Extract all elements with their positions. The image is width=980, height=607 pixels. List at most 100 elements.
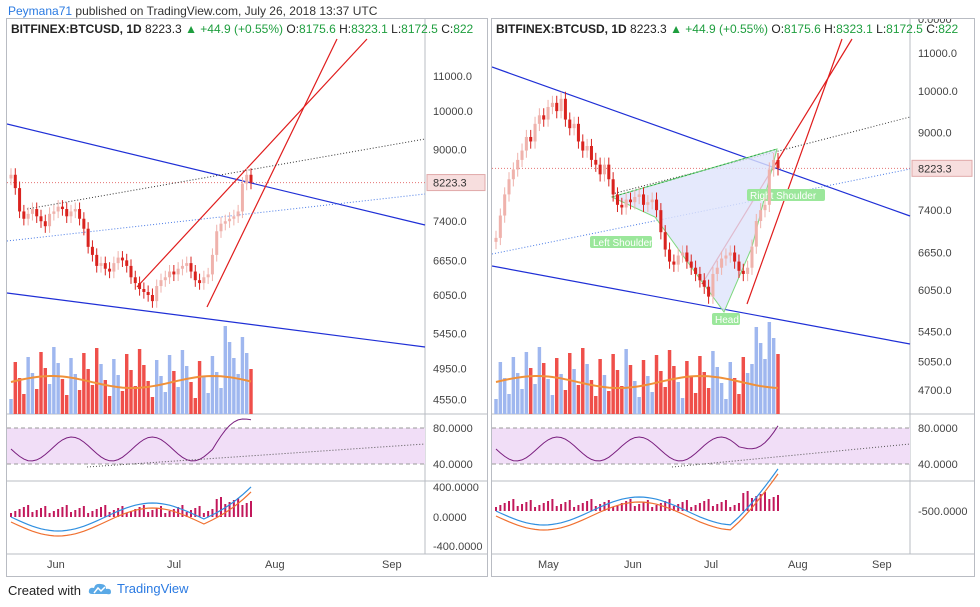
volume-bar	[69, 358, 73, 414]
volume-bar	[537, 347, 542, 414]
low-key: L:	[876, 22, 887, 36]
macd-histogram-bar	[35, 510, 38, 517]
volume-bar	[693, 393, 698, 414]
macd-histogram-bar	[772, 497, 775, 511]
macd-histogram-bar	[733, 505, 736, 511]
chart-canvas-left[interactable]: 11000.0 10000.0 9000.0 7400.0 6650.0 6050.0 54…	[7, 19, 487, 576]
macd-histogram-bar	[147, 512, 150, 517]
time-tick-label: Aug	[788, 559, 808, 571]
volume-bar	[43, 368, 47, 414]
rsi-band	[492, 428, 910, 464]
volume-bar	[223, 326, 227, 414]
volume-bar	[232, 358, 236, 414]
candle-body	[78, 209, 82, 219]
macd-histogram-bar	[711, 506, 714, 511]
chart-pane-left[interactable]: 11000.0 10000.0 9000.0 7400.0 6650.0 6050.0 54…	[6, 18, 488, 577]
macd-histogram-bar	[104, 505, 107, 517]
candle-body	[598, 164, 602, 175]
candle-body	[628, 199, 633, 203]
volume-bar	[711, 351, 715, 414]
volume-bar	[754, 327, 759, 414]
candle-body	[563, 98, 567, 120]
open-value: 8175.6	[784, 22, 821, 36]
pattern-label-bg	[590, 236, 652, 248]
volume-bar	[659, 371, 663, 414]
volume-bar	[594, 396, 598, 414]
price-tick-label: 6050.0	[433, 290, 467, 302]
candle-body	[198, 280, 202, 284]
volume-bar	[206, 393, 210, 414]
macd-histogram-bar	[586, 501, 589, 511]
volume-bar	[706, 388, 711, 414]
macd-histogram-bar	[646, 500, 649, 511]
candle-body	[581, 141, 585, 151]
volume-bar	[724, 399, 728, 414]
macd-histogram-bar	[138, 507, 141, 517]
macd-histogram-bar	[82, 506, 85, 517]
macd-histogram-bar	[503, 503, 506, 511]
volume-bar	[197, 361, 202, 414]
volume-bar	[167, 355, 172, 414]
macd-histogram-bar	[564, 502, 567, 511]
macd-histogram-bar	[125, 513, 128, 517]
dotted-resistance-line	[26, 138, 426, 210]
macd-histogram-bar	[512, 499, 515, 511]
candle-body	[516, 159, 520, 170]
macd-histogram-bar	[620, 503, 623, 511]
candle-body	[48, 213, 52, 227]
author-link[interactable]: Peymana71	[8, 4, 73, 18]
candle-body	[568, 119, 572, 129]
candle-body	[763, 204, 767, 211]
volume-bar	[245, 353, 249, 414]
symbol-label[interactable]: BITFINEX:BTCUSD, 1D	[496, 22, 627, 36]
volume-bar	[13, 362, 17, 414]
price-tick-label: 10000.0	[918, 86, 958, 98]
publish-info: Peymana71 published on TradingView.com, …	[8, 4, 377, 18]
candle-body	[163, 277, 167, 281]
candle-body	[90, 246, 94, 255]
last-price-label: 8223.3	[630, 22, 667, 36]
candle-body	[750, 246, 754, 268]
symbol-label[interactable]: BITFINEX:BTCUSD, 1D	[11, 22, 142, 36]
macd-histogram-bar	[681, 502, 684, 511]
macd-histogram-bar	[616, 505, 619, 511]
high-value: 8323.1	[836, 22, 873, 36]
volume-bar	[602, 375, 607, 414]
pattern-label: Left Shoulder	[593, 238, 653, 249]
volume-bar	[9, 399, 13, 414]
candle-body	[193, 271, 197, 281]
chart-pane-right[interactable]: 11000.0 10000.0 9000.0 7400.0 6650.0 6050.0 54…	[491, 18, 975, 577]
volume-bar	[249, 369, 253, 414]
volume-bar	[236, 374, 240, 414]
volume-bar	[555, 358, 559, 414]
volume-bar	[732, 378, 737, 414]
candle-body	[746, 267, 750, 274]
upper-channel-line	[7, 123, 426, 226]
volume-bar	[129, 370, 133, 414]
volume-bar	[202, 377, 206, 414]
candle-body	[602, 164, 606, 175]
macd-histogram-bar	[117, 508, 120, 517]
tradingview-logo[interactable]: TradingView	[88, 581, 189, 596]
volume-bar	[719, 383, 724, 414]
time-tick-label: Jul	[167, 559, 181, 571]
volume-bar	[210, 356, 215, 414]
chart-canvas-right[interactable]: 11000.0 10000.0 9000.0 7400.0 6650.0 6050.0 54…	[492, 19, 974, 576]
volume-bar	[758, 343, 763, 414]
candle-body	[65, 209, 69, 217]
price-tick-label: 6650.0	[918, 248, 952, 260]
volume-bar	[39, 352, 43, 414]
macd-histogram-bar	[607, 500, 610, 511]
volume-bar	[515, 373, 520, 414]
candle-body	[555, 102, 559, 112]
candle-body	[655, 199, 659, 211]
macd-histogram-bar	[22, 507, 25, 517]
volume-bar	[56, 363, 60, 414]
rsi-tick-label: 40.0000	[918, 459, 958, 471]
macd-histogram-bar	[777, 495, 779, 511]
price-tick-label: 7400.0	[433, 216, 467, 228]
macd-histogram-bar	[720, 502, 723, 511]
macd-histogram-bar	[185, 512, 188, 517]
lower-channel-line	[7, 292, 426, 348]
candle-body	[129, 265, 133, 278]
